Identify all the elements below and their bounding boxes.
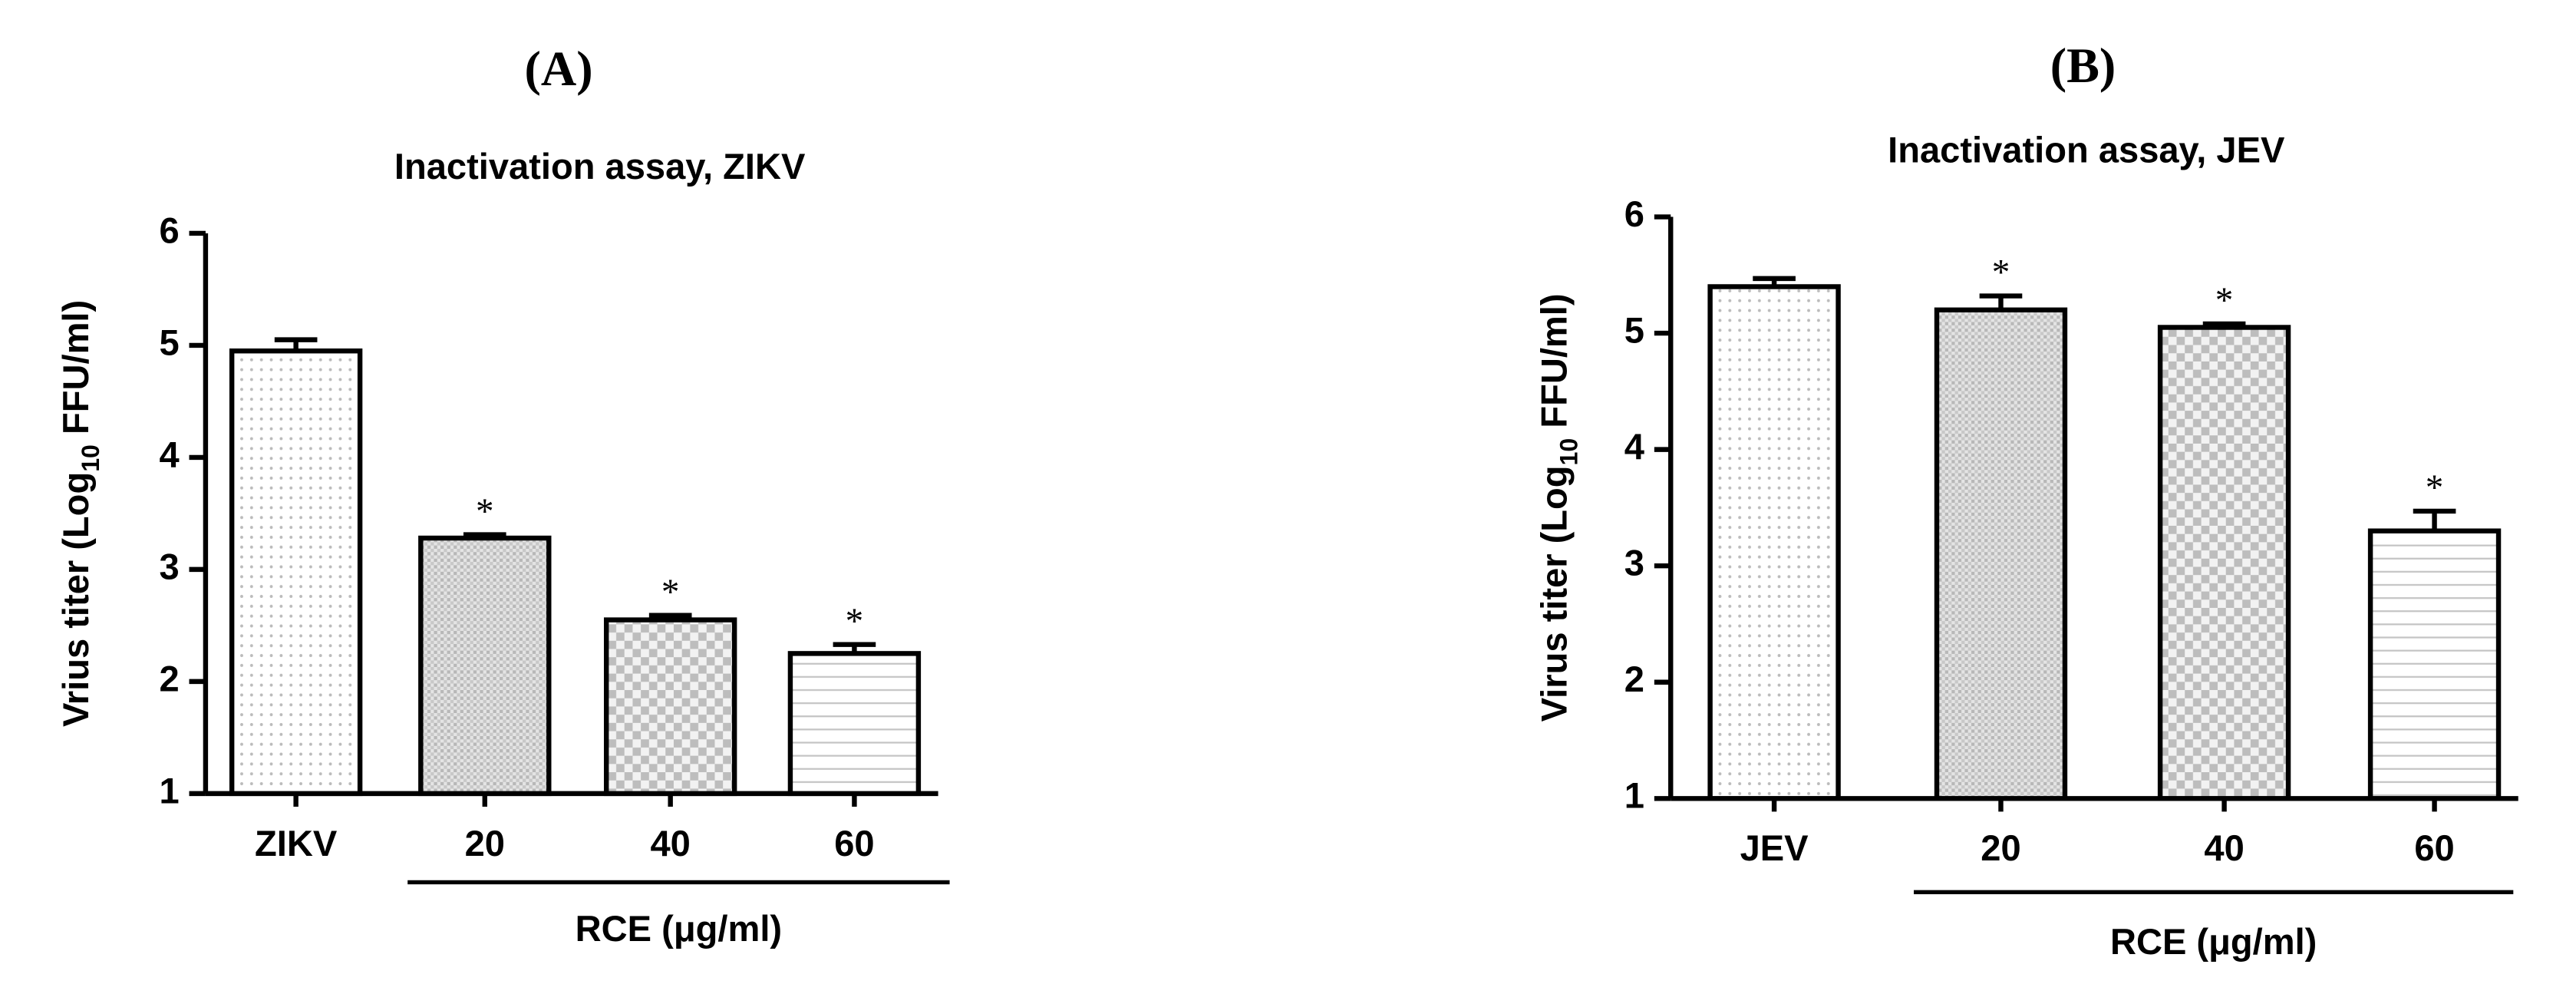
y-tick-label: 2 xyxy=(159,658,179,698)
x-tick-label: 20 xyxy=(1981,827,2020,868)
bar xyxy=(1707,284,1841,801)
y-tick-label: 3 xyxy=(1624,543,1644,583)
bar xyxy=(1934,307,2068,801)
significance-label: * xyxy=(661,573,680,613)
chart-title: Inactivation assay, JEV xyxy=(1888,130,2285,170)
y-tick-label: 4 xyxy=(159,434,179,474)
y-tick-label: 1 xyxy=(1624,775,1644,816)
y-tick-label: 4 xyxy=(1624,426,1644,467)
y-axis-label: Virus titer (Log10 FFU/ml) xyxy=(1534,293,1583,722)
x-tick-label: JEV xyxy=(1740,827,1809,868)
bar xyxy=(2157,325,2291,801)
x-tick-label: 20 xyxy=(465,823,505,864)
y-axis-label-part: FFU/ml) xyxy=(56,300,97,444)
significance-label: * xyxy=(846,602,864,642)
group-label: RCE (μg/ml) xyxy=(576,908,782,949)
y-tick-label: 5 xyxy=(1624,310,1644,351)
bar xyxy=(418,535,552,797)
bar xyxy=(229,348,363,797)
bar xyxy=(603,617,737,797)
significance-label: * xyxy=(476,492,494,532)
significance-label: * xyxy=(2215,281,2234,321)
group-label: RCE (μg/ml) xyxy=(2110,921,2317,962)
significance-label: * xyxy=(2426,468,2444,508)
x-tick-label: ZIKV xyxy=(255,823,338,864)
y-tick-label: 6 xyxy=(159,210,179,250)
panel-label: (A) xyxy=(525,41,593,96)
y-axis-label: Vrius titer (Log10 FFU/ml) xyxy=(56,300,105,727)
y-axis-label-part: 10 xyxy=(1555,438,1583,466)
y-tick-label: 1 xyxy=(159,770,179,811)
y-tick-label: 5 xyxy=(159,322,179,362)
x-tick-label: 60 xyxy=(2414,827,2454,868)
bar xyxy=(787,651,922,797)
significance-label: * xyxy=(1992,253,2010,293)
y-tick-label: 2 xyxy=(1624,659,1644,699)
x-tick-label: 40 xyxy=(650,823,690,864)
y-tick-label: 6 xyxy=(1624,193,1644,234)
y-tick-label: 3 xyxy=(159,546,179,586)
y-axis-label-part: Vrius titer (Log xyxy=(56,472,97,727)
x-tick-label: 60 xyxy=(834,823,874,864)
y-axis-label-part: Virus titer (Log xyxy=(1534,465,1575,722)
panel-label: (B) xyxy=(2050,38,2116,93)
x-tick-label: 40 xyxy=(2204,827,2244,868)
bar xyxy=(2367,528,2502,801)
y-axis-label-part: FFU/ml) xyxy=(1534,293,1575,438)
y-axis-label-part: 10 xyxy=(78,444,105,472)
chart-title: Inactivation assay, ZIKV xyxy=(394,146,806,187)
